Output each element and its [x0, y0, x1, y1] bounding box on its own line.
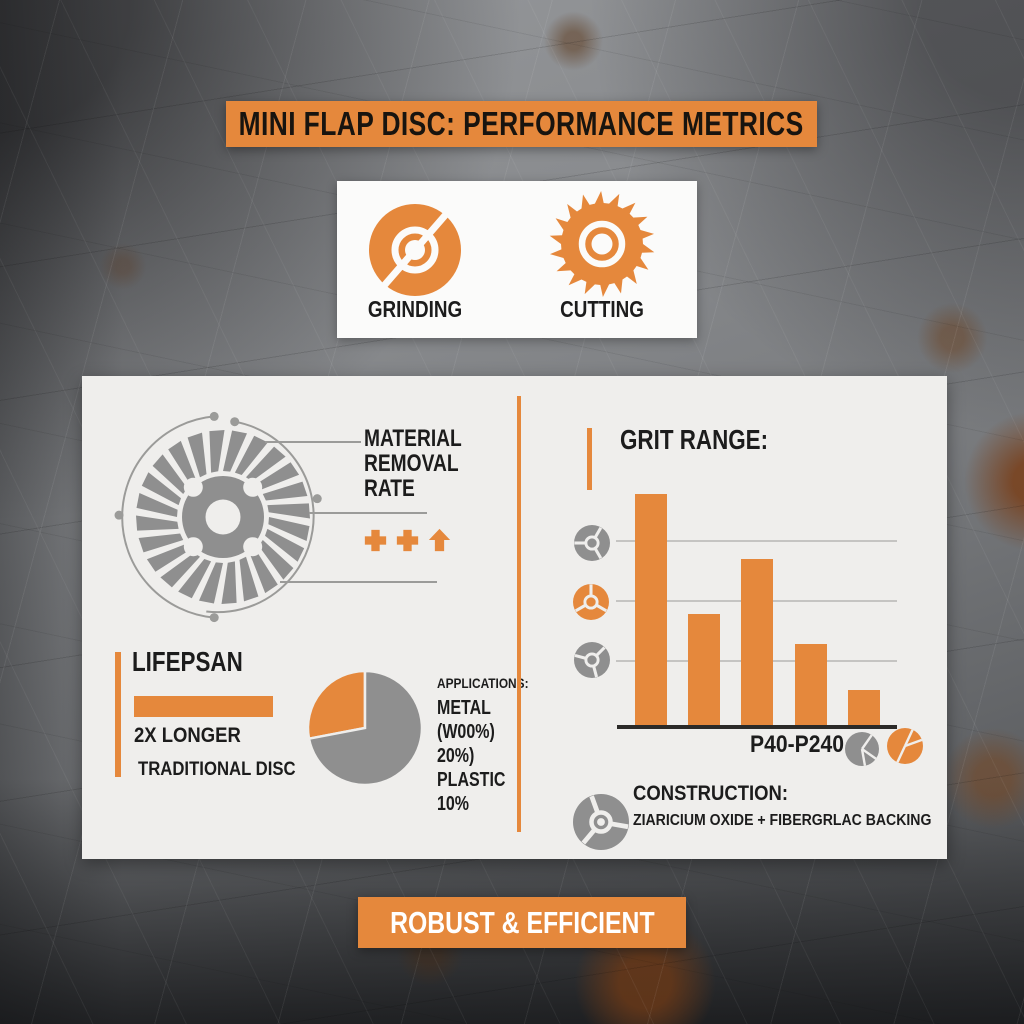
construction-detail: ZIARICIUM OXIDE + FIBERGRLAC BACKING [633, 812, 932, 829]
callout-line-2 [309, 512, 427, 514]
lifespan-heading: LIFEPSAN [132, 646, 243, 677]
grit-accent-bar [587, 428, 592, 490]
operations-card: GRINDING CUTTING [337, 181, 697, 338]
grit-bars [635, 488, 880, 725]
applications-heading: APPLICATIONS: [437, 676, 529, 691]
plus-icon [396, 529, 419, 552]
page-title: MINI FLAP DISC: PERFORMANCE METRICS [239, 105, 805, 142]
applications-pie-chart [306, 669, 424, 787]
grit-bar [848, 690, 880, 725]
metrics-panel: MATERIAL REMOVAL RATE LIFEPSAN 2X LONGER… [82, 376, 947, 859]
applications-block: APPLICATIONS: METAL (W00%) 20%) PLASTIC … [437, 676, 541, 816]
cutting-label: CUTTING [560, 296, 644, 322]
construction-heading: CONSTRUCTION: [633, 782, 789, 805]
bottom-banner: ROBUST & EFFICIENT [358, 897, 686, 948]
lifespan-bar [134, 696, 273, 717]
section-divider [517, 396, 521, 832]
grit-baseline [617, 725, 897, 729]
bottom-banner-text: ROBUST & EFFICIENT [389, 904, 655, 940]
applications-line: METAL [437, 697, 491, 719]
pie-icon-orange [887, 728, 923, 764]
construction-disc-icon [573, 794, 629, 850]
applications-line: PLASTIC [437, 769, 506, 791]
grit-heading: GRIT RANGE: [620, 424, 769, 455]
title-banner: MINI FLAP DISC: PERFORMANCE METRICS [226, 101, 817, 147]
callout-line-3 [280, 581, 437, 583]
grit-axis-disc-icon [573, 584, 609, 620]
cutting-blade-icon [549, 191, 655, 297]
pie-icon-gray [845, 732, 879, 766]
callout-line-1 [265, 441, 361, 443]
grinding-label: GRINDING [367, 296, 463, 322]
removal-rating [363, 528, 452, 553]
material-removal-heading: MATERIAL REMOVAL RATE [364, 425, 462, 502]
lifespan-accent-bar [115, 652, 121, 777]
arrow-up-icon [428, 528, 451, 552]
grinding-disc-icon [369, 204, 461, 296]
applications-line: 10% [437, 793, 470, 815]
grit-gridline [616, 540, 897, 542]
plus-icon [364, 529, 387, 552]
applications-line: (W00%) [437, 721, 495, 743]
grit-bar [741, 559, 773, 725]
lifespan-line1: 2X LONGER [134, 724, 241, 747]
lifespan-line2: TRADITIONAL DISC [138, 759, 296, 780]
grit-axis-disc-icon [574, 525, 610, 561]
grit-bar [795, 644, 827, 725]
grit-bar [635, 494, 667, 725]
applications-line: 20%) [437, 745, 475, 767]
grit-axis-disc-icon [574, 642, 610, 678]
flap-disc-illustration [114, 411, 322, 623]
grit-bar [688, 614, 720, 725]
grit-x-label: P40-P240 [750, 731, 844, 758]
